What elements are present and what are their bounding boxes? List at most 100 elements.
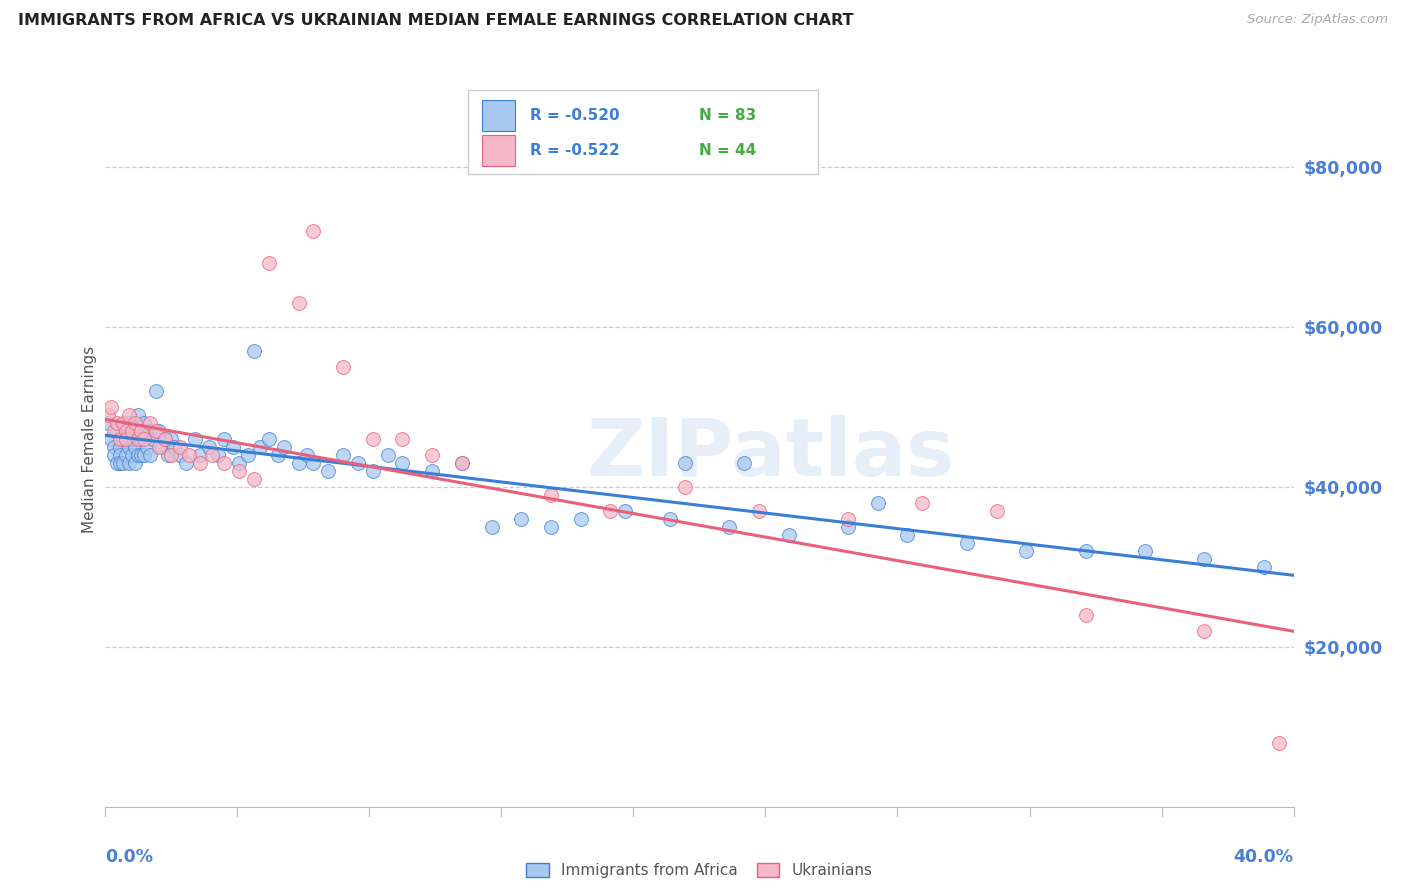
Point <box>103 425 125 439</box>
Point <box>658 512 681 526</box>
Point <box>986 504 1008 518</box>
Point <box>163 440 186 454</box>
Point <box>129 425 152 439</box>
FancyBboxPatch shape <box>482 100 516 131</box>
Point <box>124 440 146 454</box>
Point <box>100 401 122 415</box>
Point <box>124 425 146 439</box>
Point <box>190 448 212 462</box>
Point <box>450 456 472 470</box>
Point <box>450 456 472 470</box>
Y-axis label: Median Female Earnings: Median Female Earnings <box>82 346 97 533</box>
Point <box>302 224 325 238</box>
Point <box>124 417 146 431</box>
Point <box>105 425 128 439</box>
Point <box>837 512 859 526</box>
FancyBboxPatch shape <box>468 90 818 175</box>
Point <box>287 296 309 310</box>
Point <box>142 433 165 447</box>
Text: N = 44: N = 44 <box>700 143 756 158</box>
Point <box>118 440 141 454</box>
Point <box>267 448 290 462</box>
Point <box>105 417 128 431</box>
Point <box>1194 624 1216 639</box>
Point <box>377 448 399 462</box>
Text: Source: ZipAtlas.com: Source: ZipAtlas.com <box>1247 13 1388 27</box>
Point <box>1133 544 1156 558</box>
Point <box>391 456 413 470</box>
Point <box>228 464 250 478</box>
Point <box>956 536 979 550</box>
Point <box>153 433 176 447</box>
Point <box>159 433 181 447</box>
Point <box>100 433 122 447</box>
Point <box>118 456 141 470</box>
Point <box>103 440 125 454</box>
Point <box>183 433 205 447</box>
Point <box>103 448 125 462</box>
Text: N = 83: N = 83 <box>700 108 756 123</box>
Point <box>121 433 143 447</box>
Point <box>733 456 755 470</box>
Point <box>214 433 236 447</box>
Point <box>139 448 162 462</box>
Point <box>214 456 236 470</box>
Point <box>896 528 918 542</box>
Point <box>243 472 266 486</box>
Point <box>139 425 162 439</box>
Point <box>110 456 132 470</box>
Point <box>1074 544 1097 558</box>
Text: R = -0.520: R = -0.520 <box>530 108 619 123</box>
Point <box>748 504 770 518</box>
Point <box>115 448 138 462</box>
Point <box>190 456 212 470</box>
Point <box>110 448 132 462</box>
Point <box>361 433 384 447</box>
Point <box>110 440 132 454</box>
Point <box>148 440 170 454</box>
Point <box>207 448 229 462</box>
Point <box>391 433 413 447</box>
Point <box>673 456 696 470</box>
Point <box>105 456 128 470</box>
Point <box>145 425 167 439</box>
Point <box>361 464 384 478</box>
Point <box>249 440 271 454</box>
Point <box>112 456 135 470</box>
Point <box>132 433 155 447</box>
Point <box>124 456 146 470</box>
Point <box>139 417 162 431</box>
Point <box>302 456 325 470</box>
Point <box>599 504 621 518</box>
Legend: Immigrants from Africa, Ukrainians: Immigrants from Africa, Ukrainians <box>520 856 879 884</box>
Point <box>145 384 167 399</box>
Point <box>1253 560 1275 574</box>
Point <box>129 448 152 462</box>
Point <box>316 464 339 478</box>
Point <box>228 456 250 470</box>
Point <box>110 433 132 447</box>
Point <box>1074 608 1097 623</box>
Point <box>510 512 533 526</box>
Point <box>121 425 143 439</box>
Point <box>132 448 155 462</box>
Point <box>148 425 170 439</box>
Point <box>718 520 741 534</box>
Point <box>156 448 179 462</box>
Point <box>150 440 173 454</box>
Point <box>614 504 637 518</box>
Text: IMMIGRANTS FROM AFRICA VS UKRAINIAN MEDIAN FEMALE EARNINGS CORRELATION CHART: IMMIGRANTS FROM AFRICA VS UKRAINIAN MEDI… <box>18 13 853 29</box>
Point <box>257 256 280 270</box>
Point <box>153 433 176 447</box>
Point <box>112 433 135 447</box>
Point <box>778 528 800 542</box>
Point <box>222 440 245 454</box>
Point <box>127 409 149 423</box>
Point <box>837 520 859 534</box>
Text: 40.0%: 40.0% <box>1233 847 1294 866</box>
Point <box>118 417 141 431</box>
FancyBboxPatch shape <box>482 135 516 166</box>
Point <box>177 448 200 462</box>
Point <box>481 520 503 534</box>
Point <box>97 417 120 431</box>
